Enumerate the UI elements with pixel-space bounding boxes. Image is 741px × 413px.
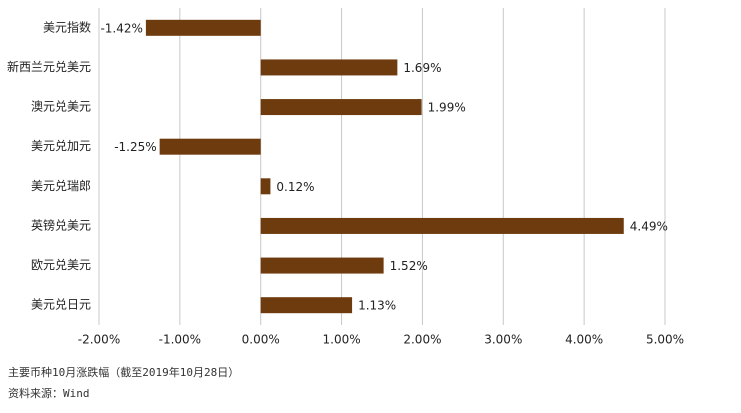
value-label: 1.52% xyxy=(390,259,428,273)
value-label: 1.69% xyxy=(403,61,441,75)
x-tick-label: 0.00% xyxy=(242,333,280,347)
bar xyxy=(260,217,624,234)
bar xyxy=(145,19,261,36)
x-tick-label: 3.00% xyxy=(484,333,522,347)
x-tick-label: -2.00% xyxy=(78,333,120,347)
bar xyxy=(260,99,422,116)
y-tick-label: 欧元兑美元 xyxy=(31,258,91,272)
bar xyxy=(260,257,384,274)
bar xyxy=(159,138,261,155)
y-tick-label: 英镑兑美元 xyxy=(31,217,91,232)
value-label: -1.25% xyxy=(114,140,156,154)
y-tick-label: 美元指数 xyxy=(43,19,91,34)
value-label: 1.99% xyxy=(428,101,466,115)
bar xyxy=(260,59,398,76)
x-tick-label: -1.00% xyxy=(159,333,201,347)
y-tick-label: 美元兑瑞郎 xyxy=(31,179,91,193)
x-tick-label: 1.00% xyxy=(323,333,361,347)
x-tick-label: 5.00% xyxy=(646,333,684,347)
value-label: 4.49% xyxy=(630,219,668,233)
y-tick-label: 澳元兑美元 xyxy=(31,100,91,114)
y-tick-label: 美元兑日元 xyxy=(31,298,91,312)
y-tick-label: 新西兰元兑美元 xyxy=(7,59,91,74)
value-label: -1.42% xyxy=(100,21,142,35)
bar xyxy=(260,297,353,314)
caption: 主要币种10月涨跌幅（截至2019年10月28日） xyxy=(8,365,239,379)
value-label: 0.12% xyxy=(276,180,314,194)
x-tick-label: 4.00% xyxy=(565,333,603,347)
source: 资料来源：Wind xyxy=(8,386,90,400)
y-tick-label: 美元兑加元 xyxy=(31,139,91,153)
x-tick-label: 2.00% xyxy=(403,333,441,347)
bar xyxy=(260,178,271,195)
value-label: 1.13% xyxy=(358,299,396,313)
